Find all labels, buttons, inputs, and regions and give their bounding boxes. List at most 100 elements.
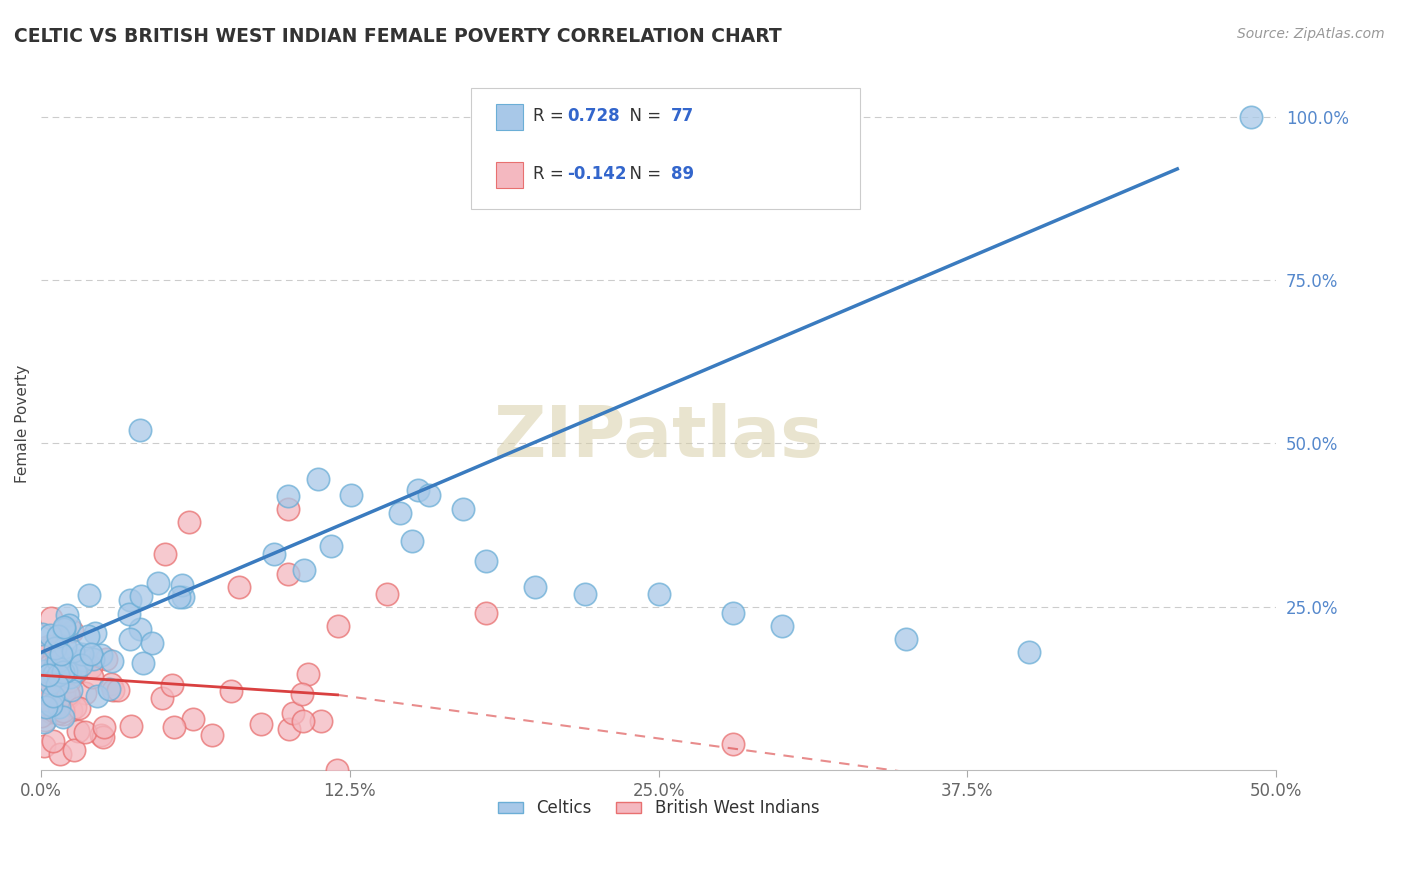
Point xyxy=(46,667,69,681)
Point xyxy=(56,654,79,668)
Point xyxy=(59,670,82,684)
Point xyxy=(41,670,63,684)
Point xyxy=(221,684,243,698)
Point xyxy=(34,684,56,698)
Point xyxy=(37,669,59,683)
Point xyxy=(66,724,89,739)
Point xyxy=(48,654,70,668)
Text: N =: N = xyxy=(619,107,666,125)
Point xyxy=(70,647,93,661)
Point xyxy=(101,654,124,668)
Point xyxy=(86,689,108,703)
Text: ZIPatlas: ZIPatlas xyxy=(494,403,824,472)
Point xyxy=(63,743,86,757)
Point xyxy=(249,716,271,731)
Point xyxy=(100,677,122,691)
Point xyxy=(401,534,423,549)
Point xyxy=(1240,110,1263,124)
Text: 77: 77 xyxy=(671,107,695,125)
Point xyxy=(72,653,94,667)
Point xyxy=(44,660,66,674)
Point xyxy=(107,683,129,698)
Point xyxy=(132,656,155,670)
Point xyxy=(91,730,114,744)
Point xyxy=(73,725,96,739)
Y-axis label: Female Poverty: Female Poverty xyxy=(15,365,30,483)
Point xyxy=(291,714,314,728)
Point xyxy=(38,674,60,689)
Point xyxy=(41,663,63,677)
Point xyxy=(474,606,496,620)
Point xyxy=(62,644,84,658)
Point xyxy=(647,586,669,600)
Point xyxy=(326,763,349,777)
Text: R =: R = xyxy=(533,107,568,125)
Point xyxy=(118,607,141,622)
Point xyxy=(45,661,67,675)
Point xyxy=(30,708,52,723)
Text: -0.142: -0.142 xyxy=(567,165,627,184)
Point xyxy=(67,700,90,714)
Point xyxy=(48,643,70,657)
Point xyxy=(42,734,65,748)
Point xyxy=(146,576,169,591)
Point xyxy=(201,728,224,742)
Point xyxy=(721,606,744,620)
Point xyxy=(167,590,190,604)
Point xyxy=(228,580,250,594)
Point xyxy=(46,629,69,643)
Point xyxy=(340,488,363,502)
Bar xyxy=(495,103,523,130)
Point xyxy=(77,629,100,643)
Point xyxy=(120,593,142,607)
Point xyxy=(129,589,152,603)
Point xyxy=(46,685,69,699)
Point xyxy=(80,647,103,661)
Point xyxy=(82,651,104,665)
Point xyxy=(56,661,79,675)
Point xyxy=(90,648,112,662)
Point xyxy=(34,714,56,728)
Point xyxy=(56,607,79,622)
Point xyxy=(31,663,53,677)
Point xyxy=(42,667,65,681)
Point xyxy=(172,590,194,604)
Point xyxy=(39,706,62,720)
Point xyxy=(42,690,65,704)
Point xyxy=(31,668,53,682)
Point xyxy=(406,483,429,497)
Point xyxy=(38,639,60,653)
Point xyxy=(118,632,141,647)
Point xyxy=(46,678,69,692)
Point xyxy=(38,659,60,673)
Point xyxy=(58,674,80,689)
Point xyxy=(56,687,79,701)
Point xyxy=(326,619,349,633)
Point xyxy=(294,563,316,577)
Point xyxy=(41,653,63,667)
Point xyxy=(278,722,301,736)
Point xyxy=(35,648,58,662)
Text: 89: 89 xyxy=(671,165,695,184)
Point xyxy=(32,657,55,671)
Point xyxy=(39,676,62,690)
Point xyxy=(34,686,56,700)
Point xyxy=(48,699,70,714)
Point xyxy=(52,706,75,721)
Point xyxy=(93,720,115,734)
Point xyxy=(103,682,125,697)
Point xyxy=(84,625,107,640)
Point xyxy=(32,664,55,678)
Point xyxy=(31,697,53,711)
Point xyxy=(31,626,53,640)
Point xyxy=(52,709,75,723)
Point xyxy=(63,700,86,714)
Point xyxy=(183,712,205,726)
Point xyxy=(120,719,142,733)
Point xyxy=(129,622,152,636)
Point xyxy=(55,651,77,665)
Point xyxy=(291,688,314,702)
Point xyxy=(153,548,176,562)
Point xyxy=(44,704,66,718)
Point xyxy=(35,699,58,714)
